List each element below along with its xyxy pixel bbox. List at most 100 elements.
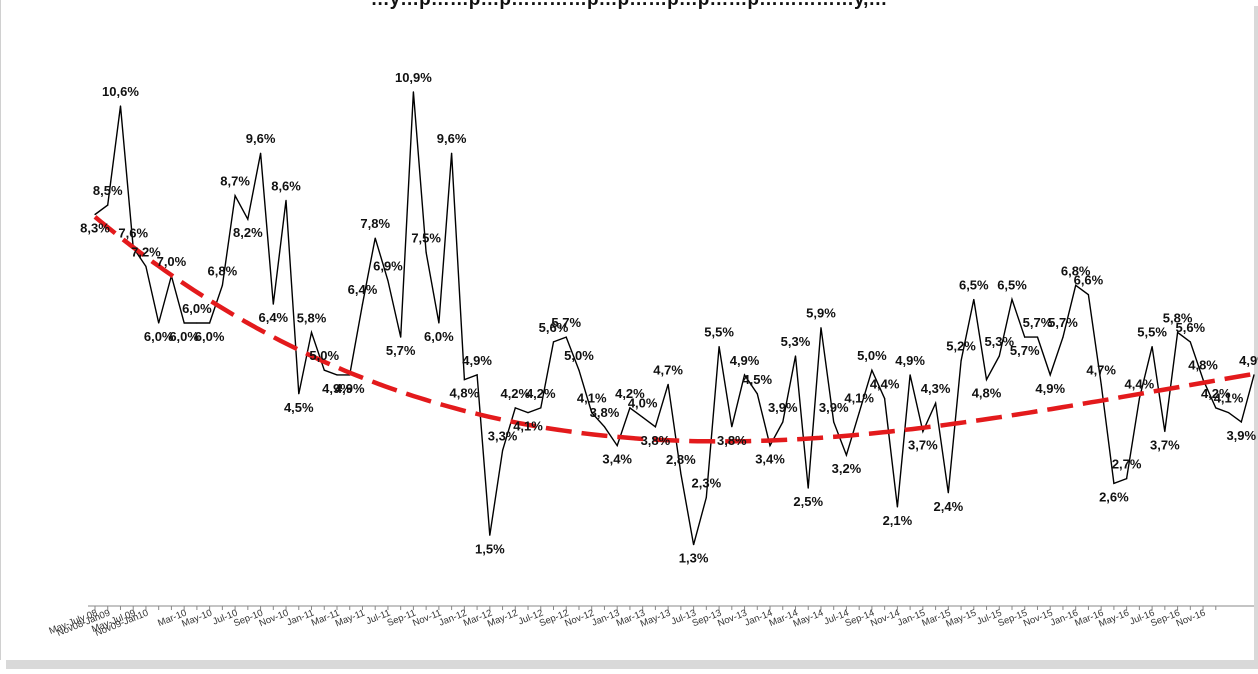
data-label: 6,4% <box>258 310 288 325</box>
data-point <box>1049 374 1051 376</box>
data-label: 5,8% <box>1163 310 1193 325</box>
data-label: 4,8% <box>1188 358 1218 373</box>
data-label: 5,7% <box>386 343 416 358</box>
data-point <box>909 374 911 376</box>
data-label: 6,8% <box>208 263 238 278</box>
data-label: 3,9% <box>768 400 798 415</box>
data-point <box>387 279 389 282</box>
data-label: 4,9% <box>462 353 492 368</box>
data-point <box>756 393 758 395</box>
data-label: 5,0% <box>564 348 594 363</box>
data-point <box>616 445 618 447</box>
data-point <box>1189 341 1191 343</box>
data-label: 8,3% <box>80 221 110 236</box>
data-label: 4,1% <box>513 419 543 434</box>
data-label: 4,9% <box>895 353 925 368</box>
data-label: 4,8% <box>972 386 1002 401</box>
data-point <box>973 298 975 301</box>
data-point <box>896 506 898 508</box>
data-point <box>119 105 122 107</box>
data-label: 2,1% <box>883 513 913 528</box>
data-label: 8,2% <box>233 225 263 240</box>
data-point <box>196 322 198 324</box>
data-point <box>259 152 262 154</box>
data-point <box>323 369 325 371</box>
data-label: 4,1% <box>1214 391 1244 406</box>
data-point <box>845 454 848 456</box>
data-point <box>603 426 606 428</box>
data-label: 2,3% <box>692 476 722 491</box>
data-label: 3,9% <box>819 400 849 415</box>
data-point <box>1227 412 1230 414</box>
data-label: 3,8% <box>590 405 620 420</box>
data-label: 2,5% <box>793 494 823 509</box>
data-point <box>884 397 886 400</box>
data-label: 3,9% <box>1226 428 1256 443</box>
data-label: 5,0% <box>857 348 887 363</box>
data-point <box>578 369 580 371</box>
data-label: 5,8% <box>297 310 327 325</box>
data-point <box>922 430 924 433</box>
data-point <box>489 534 491 536</box>
data-point <box>1075 284 1077 286</box>
data-label: 5,7% <box>551 315 581 330</box>
chart-title: …y…p……p…p…………p…p……p…p……p……………y,… <box>0 0 1258 11</box>
data-label: 3,8% <box>641 433 671 448</box>
data-point <box>374 237 376 239</box>
data-point <box>501 449 504 451</box>
data-label: 2,6% <box>1099 489 1129 504</box>
data-point <box>1215 407 1217 409</box>
data-point <box>833 421 835 423</box>
data-point <box>247 218 249 220</box>
data-point <box>400 336 402 338</box>
data-point <box>718 345 720 348</box>
data-label: 6,0% <box>144 329 174 344</box>
data-point <box>514 407 516 409</box>
data-label: 1,5% <box>475 541 505 556</box>
data-point <box>985 379 988 381</box>
data-label: 4,9% <box>335 381 365 396</box>
data-label: 7,8% <box>360 216 390 231</box>
data-label: 1,3% <box>679 551 709 566</box>
data-label: 7,2% <box>131 244 161 259</box>
data-label: 7,5% <box>411 230 441 245</box>
data-label: 4,2% <box>500 386 530 401</box>
data-label: 6,0% <box>169 329 199 344</box>
data-point <box>565 336 567 338</box>
data-label: 5,3% <box>984 334 1014 349</box>
data-label: 4,4% <box>1125 376 1155 391</box>
data-label: 4,2% <box>1201 386 1231 401</box>
data-point <box>782 421 784 423</box>
data-label: 7,0% <box>157 254 187 269</box>
data-label: 5,3% <box>781 334 811 349</box>
data-point <box>1253 374 1255 376</box>
data-point <box>743 374 746 376</box>
data-label: 3,2% <box>832 461 862 476</box>
data-label: 4,8% <box>450 386 480 401</box>
data-point <box>769 445 771 447</box>
data-label: 2,7% <box>1112 457 1142 472</box>
data-label: 4,7% <box>1086 362 1116 377</box>
data-point <box>1036 336 1039 338</box>
data-point <box>1113 482 1115 484</box>
data-point <box>94 213 96 216</box>
data-label: 6,6% <box>1074 273 1104 288</box>
data-point <box>438 322 440 324</box>
data-point <box>680 473 682 475</box>
data-label: 5,6% <box>1175 320 1205 335</box>
data-label: 10,9% <box>395 70 432 85</box>
data-point <box>476 374 478 376</box>
data-point <box>425 251 427 253</box>
data-point <box>794 355 797 357</box>
data-point <box>654 426 656 428</box>
data-point <box>998 355 1000 357</box>
data-point <box>552 341 555 343</box>
data-point <box>642 416 644 418</box>
data-point <box>463 379 465 381</box>
data-point <box>361 303 364 305</box>
data-label: 6,0% <box>182 301 212 316</box>
data-point <box>731 426 733 428</box>
data-label: 3,4% <box>755 452 785 467</box>
